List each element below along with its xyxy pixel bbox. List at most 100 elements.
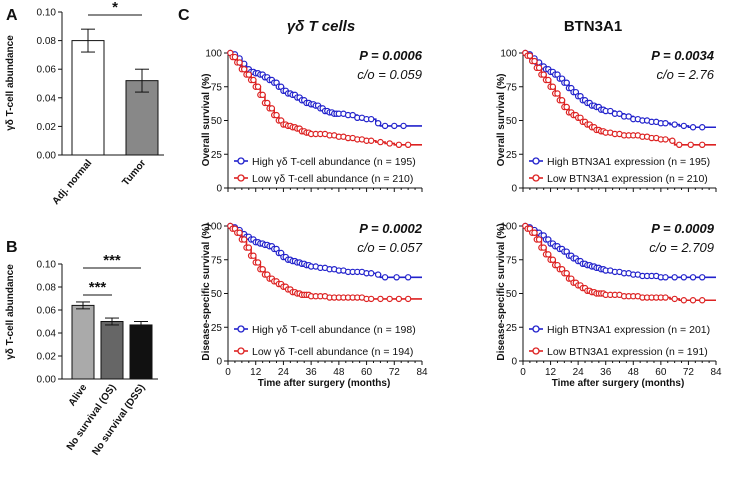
censor-mark: [374, 119, 382, 127]
x-category-label: Adj. normal: [51, 158, 95, 207]
censor-mark: [386, 295, 393, 303]
km-dss-gd-cutoff: c/o = 0.057: [357, 240, 422, 255]
y-tick-label: 100: [500, 49, 517, 60]
legend-marker: [532, 325, 540, 333]
censor-mark: [676, 141, 683, 148]
y-tick-label: 0: [216, 184, 222, 195]
km-chart-dss-btn: Disease-specific survival (%) P = 0.0009…: [496, 221, 722, 389]
y-tick-label: 0.04: [37, 93, 57, 104]
bar-chart-b: γδ T-cell abundance 0.00 0.02 0.04 0.06 0.08…: [5, 252, 158, 457]
censor-mark: [535, 236, 543, 243]
censor-mark: [395, 295, 403, 303]
column-title-btn3a1: BTN3A1: [564, 18, 622, 35]
x-tick-label: 84: [710, 367, 722, 378]
y-tick-label: 0: [216, 357, 222, 368]
censor-mark: [687, 141, 694, 148]
censor-mark: [250, 252, 257, 259]
censor-mark: [625, 113, 632, 120]
censor-mark: [245, 71, 252, 78]
x-category-label: No survival (DSS): [90, 382, 147, 457]
censor-mark: [616, 110, 623, 117]
censor-mark: [404, 295, 412, 303]
y-tick-label: 0.06: [37, 306, 57, 317]
censor-mark: [607, 107, 614, 115]
censor-mark: [662, 119, 669, 127]
censor-mark: [236, 59, 243, 66]
chart-b-ylabel: γδ T-cell abundance: [5, 264, 16, 360]
y-tick-label: 0: [511, 357, 517, 368]
y-tick-label: 25: [506, 150, 518, 161]
censor-mark: [395, 141, 403, 148]
legend-marker: [237, 325, 245, 333]
y-tick-label: 75: [506, 82, 518, 93]
km-dss-gd-legend-high: High γδ T-cell abundance (n = 198): [252, 324, 416, 336]
x-tick-label: 0: [225, 367, 231, 378]
y-tick-label: 75: [211, 82, 223, 93]
censor-mark: [671, 121, 678, 128]
km-dss-gd-legend-low: Low γδ T-cell abundance (n = 194): [252, 346, 413, 358]
censor-mark: [540, 71, 547, 78]
x-tick-label: 36: [306, 367, 318, 378]
censor-mark: [669, 137, 676, 144]
km-os-btn-cutoff: c/o = 2.76: [657, 67, 715, 82]
censor-mark: [689, 124, 697, 131]
bar-chart-a: γδ T-cell abundance 0.00 0.02 0.04 0.06 0.08…: [5, 0, 164, 207]
km-os-btn-pvalue: P = 0.0034: [651, 48, 715, 63]
censor-mark: [531, 57, 538, 65]
y-tick-label: 0.02: [37, 122, 57, 133]
censor-mark: [245, 244, 252, 251]
censor-mark: [367, 137, 375, 144]
y-tick-label: 100: [205, 49, 222, 60]
x-tick-label: 48: [628, 367, 640, 378]
km-chart-os-gd: Overall survival (%) P = 0.0006 c/o = 0.…: [201, 48, 423, 195]
y-tick-label: 50: [506, 116, 518, 127]
y-tick-label: 25: [506, 323, 518, 334]
km-dss-gd-ylabel: Disease-specific survival (%): [201, 223, 212, 360]
censor-mark: [374, 271, 382, 278]
censor-mark: [386, 140, 393, 147]
censor-mark: [236, 229, 243, 236]
x-tick-label: 60: [361, 367, 373, 378]
km-chart-dss-gd: Disease-specific survival (%) P = 0.0002…: [201, 221, 428, 389]
censor-mark: [391, 122, 398, 130]
bar: [125, 80, 159, 156]
y-tick-label: 25: [211, 323, 223, 334]
censor-mark: [240, 65, 248, 73]
censor-mark: [231, 53, 239, 61]
x-tick-label: 60: [655, 367, 667, 378]
panel-a-letter: A: [6, 7, 18, 24]
y-tick-label: 75: [506, 255, 518, 266]
y-tick-label: 0.00: [37, 151, 57, 162]
censor-mark: [259, 266, 266, 273]
x-tick-label: 24: [573, 367, 585, 378]
censor-mark: [549, 256, 557, 263]
y-tick-label: 100: [500, 222, 517, 233]
significance-stars: ***: [89, 279, 107, 296]
censor-mark: [240, 236, 248, 243]
bar: [71, 40, 105, 156]
censor-mark: [349, 111, 356, 119]
x-category-label: Alive: [67, 382, 90, 408]
bar: [129, 324, 153, 380]
bar: [100, 321, 124, 380]
y-tick-label: 25: [211, 150, 223, 161]
km-dss-btn-legend-low: Low BTN3A1 expression (n = 191): [547, 346, 708, 358]
censor-mark: [264, 99, 271, 107]
censor-mark: [671, 274, 678, 281]
km-os-btn-ylabel: Overall survival (%): [496, 74, 507, 167]
censor-mark: [367, 270, 375, 277]
legend-marker: [237, 157, 245, 165]
censor-mark: [680, 297, 688, 304]
censor-mark: [699, 274, 706, 281]
km-dss-gd-pvalue: P = 0.0002: [359, 221, 423, 236]
censor-mark: [689, 297, 697, 304]
censor-mark: [662, 274, 669, 281]
censor-mark: [540, 244, 547, 251]
legend-marker: [237, 347, 245, 355]
km-os-gd-pvalue: P = 0.0006: [359, 48, 423, 63]
significance-stars: ***: [103, 252, 121, 269]
legend-marker: [532, 174, 540, 182]
y-tick-label: 0.08: [37, 36, 57, 47]
x-category-label: Tumor: [120, 158, 148, 188]
panel-b-letter: B: [6, 239, 18, 256]
